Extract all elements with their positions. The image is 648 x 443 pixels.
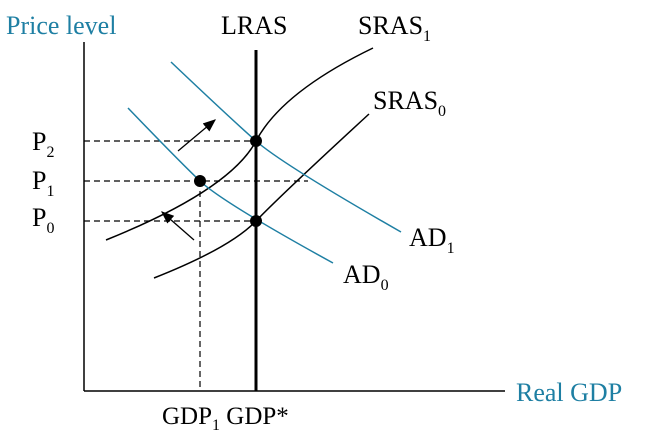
ad1-label-base: AD (409, 223, 447, 252)
p0-label-base: P (32, 203, 46, 232)
sras1-label-base: SRAS (358, 11, 423, 40)
ad1-curve (170, 61, 402, 233)
p1-label-sub: 1 (46, 183, 54, 200)
ad0-curve (127, 107, 334, 264)
ad1-label: AD1 (409, 223, 455, 257)
equilibrium-point-p1 (194, 175, 206, 187)
ad0-label: AD0 (343, 260, 389, 294)
p2-label-base: P (32, 127, 46, 156)
p0-label: P0 (32, 203, 54, 237)
gdp-star-label: GDP* (220, 403, 289, 430)
p1-label: P1 (32, 166, 54, 200)
sras1-label-sub: 1 (423, 28, 431, 45)
arrow-up-right-icon (177, 119, 216, 152)
p1-label-base: P (32, 166, 46, 195)
equilibrium-point-p0 (250, 215, 262, 227)
gdp1-label-sub: 1 (212, 417, 220, 434)
gdp1-label-base: GDP (162, 403, 212, 430)
sras0-label-base: SRAS (373, 86, 438, 115)
equilibrium-point-p2 (250, 135, 262, 147)
p0-label-sub: 0 (46, 220, 54, 237)
sras0-curve (153, 113, 370, 279)
ad0-label-sub: 0 (381, 277, 389, 294)
sras1-curve (105, 47, 374, 241)
sras0-label-sub: 0 (438, 103, 446, 120)
p2-label: P2 (32, 127, 54, 161)
lras-label: LRAS (221, 11, 287, 40)
ad0-label-base: AD (343, 260, 381, 289)
ad1-label-sub: 1 (447, 240, 455, 257)
sras1-label: SRAS1 (358, 11, 431, 45)
x-axis-label: Real GDP (516, 378, 622, 407)
arrow-up-left-icon (161, 211, 195, 241)
y-axis-label: Price level (6, 11, 116, 40)
sras0-label: SRAS0 (373, 86, 446, 120)
gdp-labels: GDP1 GDP* (162, 403, 289, 434)
p2-label-sub: 2 (46, 144, 54, 161)
